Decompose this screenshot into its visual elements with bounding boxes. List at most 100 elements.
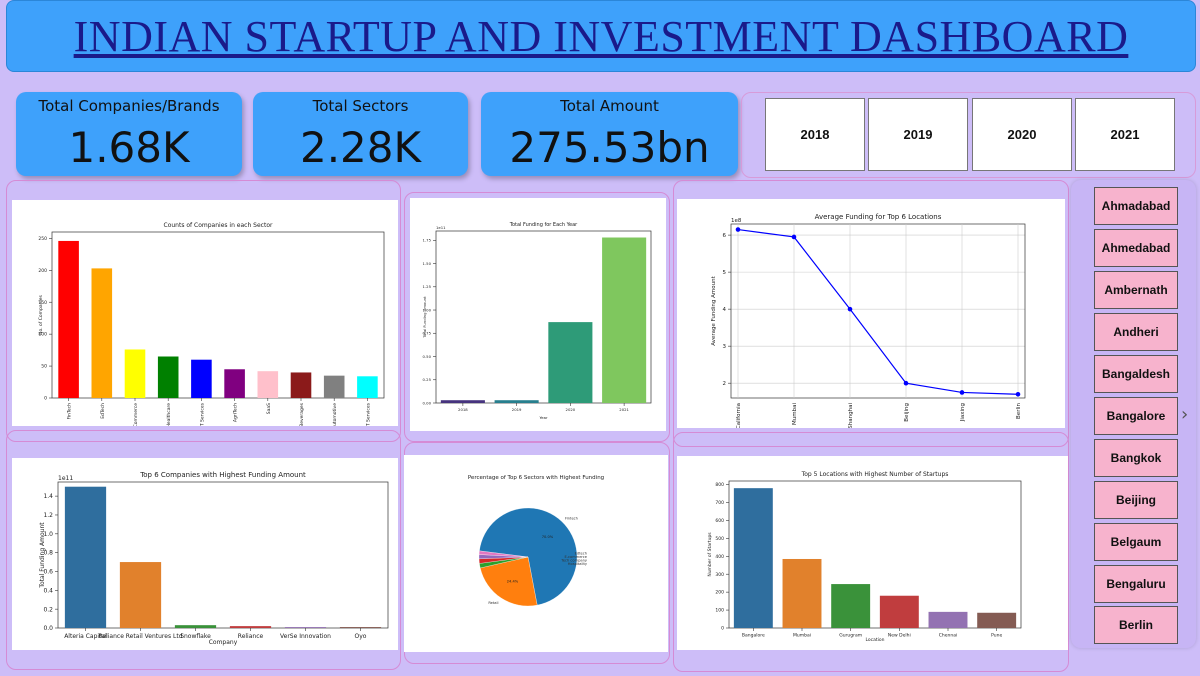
chart-frame (404, 192, 670, 442)
x-tick-label: Mumbai (792, 403, 798, 425)
x-tick-label: IT Services (199, 402, 205, 426)
chart-title: Top 6 Companies with Highest Funding Amo… (139, 471, 306, 479)
x-tick-label: SaaS (266, 403, 272, 414)
x-tick-label: 2021 (619, 407, 629, 412)
x-tick-label: Reliance Retail Ventures Ltd (98, 633, 182, 640)
y-tick-label: 500 (715, 536, 724, 542)
kpi-card-total-companies: Total Companies/Brands 1.68K (16, 92, 242, 176)
year-button-2018[interactable]: 2018 (765, 98, 865, 171)
y-tick-label: 5 (723, 270, 727, 276)
y-axis-label: Total Funding Amount (422, 296, 427, 339)
y-tick-label: 1.50 (423, 261, 432, 266)
y-tick-label: 1.2 (43, 512, 53, 519)
plot-frame (57, 481, 389, 629)
x-tick-label: 2019 (512, 407, 522, 412)
year-button-2019[interactable]: 2019 (868, 98, 968, 171)
x-tick-label: eCommerce (133, 403, 139, 426)
bar (224, 369, 245, 398)
y-tick-label: 1.75 (423, 238, 432, 243)
y-tick-label: 400 (715, 554, 724, 560)
bar (174, 625, 217, 628)
x-tick-label: 2018 (458, 407, 468, 412)
y-tick-label: 0.0 (43, 625, 53, 632)
plot-frame (435, 230, 652, 404)
x-tick-label: Healthcare (166, 403, 172, 426)
y-tick-label: 1.0 (43, 531, 53, 538)
data-point (847, 306, 853, 312)
plot-frame (51, 231, 385, 399)
bar (91, 268, 113, 398)
location-button[interactable]: Beijing (1094, 481, 1178, 519)
y-tick-label: 0.50 (423, 354, 432, 359)
data-point (1015, 391, 1021, 397)
pie-slice (478, 550, 529, 558)
bar (323, 375, 345, 398)
slice-value-label: 70.0% (542, 535, 554, 539)
chart-frame (673, 180, 1069, 447)
bar (124, 349, 146, 398)
y-axis-label: Number of Startups (707, 532, 713, 577)
location-button[interactable]: Ahmedabad (1094, 229, 1178, 267)
y-tick-label: 2 (723, 381, 727, 387)
bar (339, 627, 382, 628)
bar (494, 400, 539, 403)
x-axis-label: Company (209, 639, 238, 646)
location-button[interactable]: Bangkok (1094, 439, 1178, 477)
chart-title: Percentage of Top 6 Sectors with Highest… (468, 475, 604, 481)
y-tick-label: 0.8 (43, 550, 53, 557)
y-scale-label: 1e11 (58, 475, 73, 482)
slice-label: Edtech (575, 552, 587, 556)
location-button[interactable]: Bengaluru (1094, 565, 1178, 603)
x-tick-label: Oyo (355, 633, 367, 640)
yearly-funding-chart: 0.00 0.25 0.50 0.75 1.00 1.25 1.50 1.75 Total Fu… (422, 222, 652, 420)
kpi-value: 2.28K (299, 123, 422, 172)
y-tick-label: 0 (721, 626, 724, 632)
year-slicer-panel (741, 92, 1196, 178)
location-avg-funding-chart: 2 3 4 5 6 Average Funding for Top 6 Locations… (711, 213, 1026, 428)
x-tick-label: 2020 (566, 407, 576, 412)
location-button[interactable]: Bangalore (1094, 397, 1178, 435)
y-tick-label: 700 (715, 500, 724, 506)
y-tick-label: 250 (38, 236, 47, 242)
location-button[interactable]: Andheri (1094, 313, 1178, 351)
x-tick-label: FinTech (67, 403, 73, 420)
data-point (791, 234, 797, 240)
x-tick-label: Alteria Capital (64, 633, 107, 640)
x-tick-label: Berlin (1016, 402, 1022, 418)
x-tick-label: Jiaxing (960, 403, 966, 422)
x-tick-label: AgriTech (233, 403, 239, 422)
x-tick-label: Gurugram (839, 633, 862, 639)
plot-frame (728, 480, 1022, 629)
slice-label: Retail (488, 601, 498, 605)
y-tick-label: 0.25 (423, 377, 432, 382)
location-button[interactable]: Berlin (1094, 606, 1178, 644)
slice-label: E-commerce (564, 555, 587, 559)
y-tick-label: 6 (723, 233, 727, 239)
bar (879, 595, 919, 628)
y-tick-label: 300 (715, 572, 724, 578)
dashboard-title: INDIAN STARTUP AND INVESTMENT DASHBOARD (73, 11, 1129, 61)
bar (284, 627, 327, 628)
x-tick-label: Reliance (238, 633, 264, 640)
sector-funding-pie-chart-card: Percentage of Top 6 Sectors with Highest… (404, 455, 668, 652)
x-tick-label: EdTech (100, 403, 106, 419)
chart-title: Total Funding for Each Year (509, 222, 578, 228)
x-tick-label: Shanghai (848, 403, 854, 428)
slice-label: Hospitality (568, 562, 588, 566)
location-button[interactable]: Belgaum (1094, 523, 1178, 561)
y-tick-label: 1.00 (423, 307, 432, 312)
kpi-label: Total Companies/Brands (38, 97, 220, 115)
x-tick-label: Beverages (299, 402, 305, 426)
location-button[interactable]: Ahmadabad (1094, 187, 1178, 225)
bar (191, 359, 212, 398)
kpi-label: Total Amount (560, 97, 659, 115)
bar (119, 562, 162, 628)
location-button[interactable]: Ambernath (1094, 271, 1178, 309)
chevron-right-icon[interactable]: › (1181, 404, 1189, 425)
y-tick-label: 0.2 (43, 606, 53, 613)
location-button[interactable]: Bangaldesh (1094, 355, 1178, 393)
top-companies-funding-chart-card: 0.0 0.2 0.4 0.6 0.8 1.0 1.2 1.4 Top 6 Companies … (12, 458, 398, 650)
x-tick-label: Pune (991, 633, 1002, 639)
year-button-2020[interactable]: 2020 (972, 98, 1072, 171)
year-button-2021[interactable]: 2021 (1075, 98, 1175, 171)
